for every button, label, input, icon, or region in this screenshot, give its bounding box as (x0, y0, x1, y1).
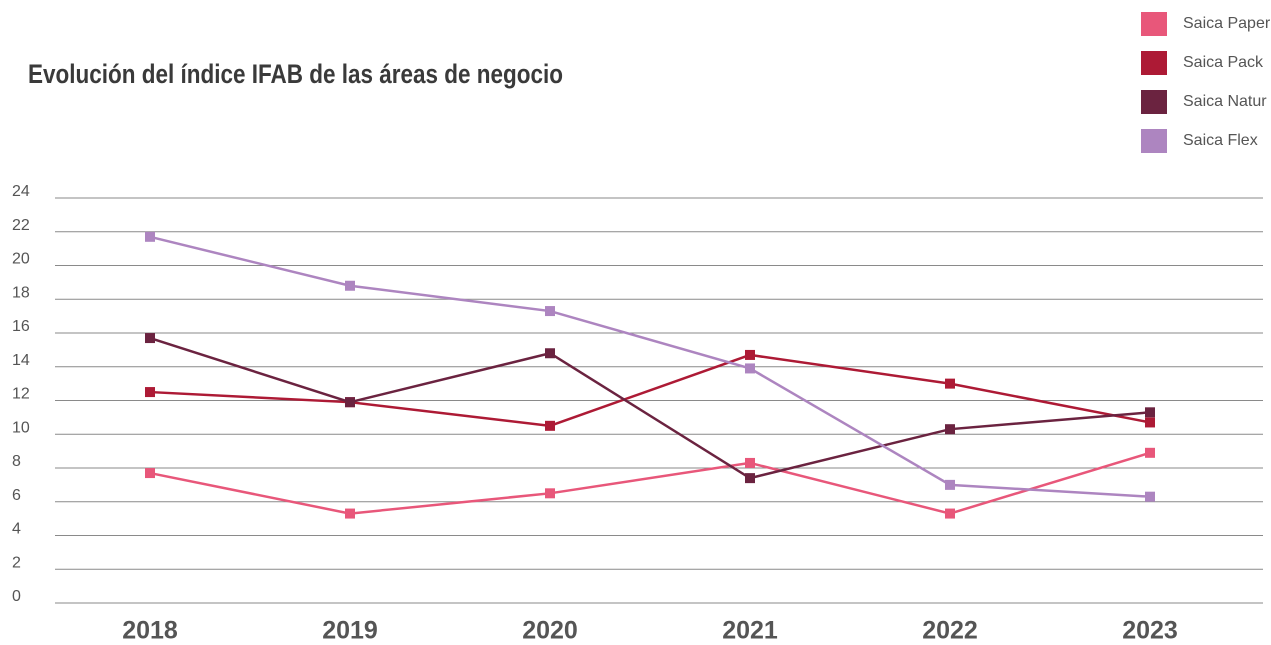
point (545, 420, 555, 431)
point (145, 333, 155, 344)
point (145, 387, 155, 398)
legend-swatch (1141, 51, 1167, 75)
point (145, 468, 155, 479)
point (145, 231, 155, 242)
point (345, 280, 355, 291)
y-tick-label: 6 (12, 487, 21, 504)
point (345, 508, 355, 519)
y-tick-label: 12 (12, 386, 30, 403)
x-tick-label: 2021 (722, 617, 778, 645)
point (945, 508, 955, 519)
y-tick-label: 10 (12, 419, 30, 436)
legend-label: Saica Flex (1183, 132, 1258, 149)
legend-label: Saica Pack (1183, 54, 1264, 71)
x-tick-label: 2020 (522, 617, 578, 645)
y-tick-label: 16 (12, 318, 30, 335)
y-tick-label: 2 (12, 554, 21, 571)
chart-title: Evolución del índice IFAB de las áreas d… (28, 59, 563, 89)
point (1145, 407, 1155, 418)
point (745, 349, 755, 360)
point (745, 363, 755, 374)
y-tick-label: 20 (12, 251, 30, 268)
point (945, 378, 955, 389)
series-line (149, 235, 1151, 498)
series-line (149, 336, 1151, 480)
point (545, 348, 555, 359)
legend-swatch (1141, 129, 1167, 153)
legend-label: Saica Natur (1183, 93, 1267, 110)
point (1145, 417, 1155, 428)
point (1145, 491, 1155, 502)
x-tick-label: 2022 (922, 617, 978, 645)
y-tick-label: 18 (12, 284, 30, 301)
point (945, 424, 955, 435)
y-tick-label: 14 (12, 352, 30, 369)
point (545, 306, 555, 317)
y-tick-label: 4 (12, 521, 21, 538)
y-tick-label: 22 (12, 217, 30, 234)
point (945, 479, 955, 490)
point (545, 488, 555, 499)
legend-swatch (1141, 12, 1167, 36)
x-tick-label: 2018 (122, 617, 178, 645)
point (345, 397, 355, 408)
y-tick-label: 0 (12, 588, 21, 605)
legend-swatch (1141, 90, 1167, 114)
point (745, 473, 755, 484)
x-tick-label: 2023 (1122, 617, 1178, 645)
series-line (149, 451, 1151, 515)
x-tick-label: 2019 (322, 617, 378, 645)
y-tick-label: 24 (12, 183, 30, 200)
point (1145, 447, 1155, 458)
series-line (149, 353, 1151, 428)
point (745, 457, 755, 468)
legend-label: Saica Paper (1183, 15, 1271, 32)
y-tick-label: 8 (12, 453, 21, 470)
